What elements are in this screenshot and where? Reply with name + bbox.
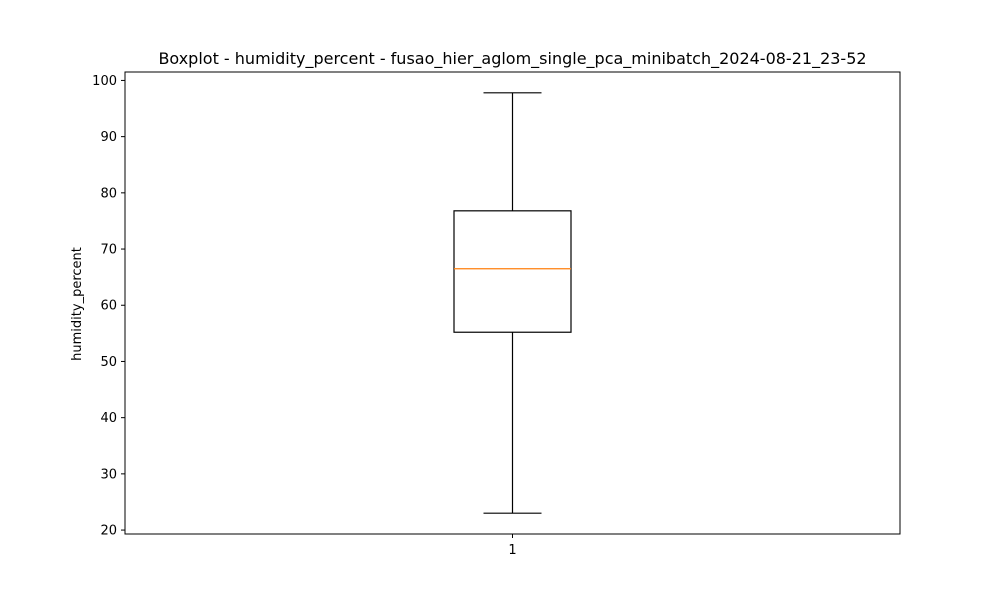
box-group: [453, 92, 572, 514]
y-axis-ticks: 20 30 40 50 60 70 80 90 100: [92, 74, 125, 539]
y-axis-label: humidity_percent: [70, 247, 85, 361]
y-tick-label: 50: [100, 355, 117, 370]
chart-title: Boxplot - humidity_percent - fusao_hier_…: [158, 49, 866, 69]
y-tick-label: 70: [100, 243, 117, 258]
y-tick-label: 60: [100, 299, 117, 314]
x-axis-ticks: 1: [508, 534, 517, 558]
y-tick-label: 30: [100, 467, 117, 482]
y-tick-label: 40: [100, 411, 117, 426]
y-tick-label: 90: [100, 130, 117, 145]
iqr-box: [453, 210, 572, 333]
y-tick-label: 80: [100, 186, 117, 201]
x-tick-label: 1: [508, 543, 516, 558]
y-tick-label: 100: [92, 74, 117, 89]
y-tick-label: 20: [100, 524, 117, 539]
